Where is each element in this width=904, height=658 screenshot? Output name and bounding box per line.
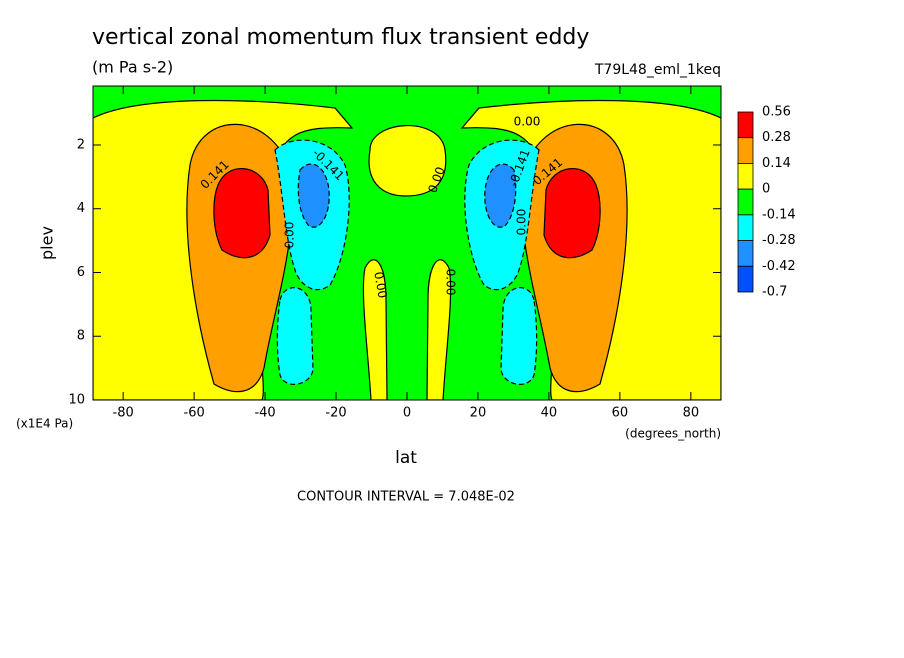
colorbar-box <box>737 111 754 139</box>
y-tick-label: 2 <box>77 137 85 152</box>
hemisphere <box>426 99 721 400</box>
contour-label: 0.00 <box>371 271 389 300</box>
colorbar-label: 0 <box>762 182 770 197</box>
colorbar-label: -0.42 <box>762 259 796 274</box>
colorbar-box <box>737 137 754 164</box>
x-tick-label: 20 <box>470 406 487 421</box>
contour-label: 0.00 <box>515 209 529 236</box>
x-tick-label: -40 <box>254 406 275 421</box>
contour-fill <box>484 163 517 228</box>
contour-label: 0.00 <box>514 115 541 129</box>
contour-fill <box>213 168 271 259</box>
colorbar-box <box>737 163 754 190</box>
contour-fill <box>543 168 601 259</box>
footer-note: CONTOUR INTERVAL = 7.048E-02 <box>297 490 515 505</box>
x-tick-label: -80 <box>113 406 134 421</box>
y-tick-label: 8 <box>77 329 85 344</box>
y-tick-label: 10 <box>68 393 85 408</box>
colorbar-label: 0.28 <box>762 130 791 145</box>
colorbar-label: -0.7 <box>762 285 787 300</box>
colorbar-box <box>737 265 754 293</box>
colorbar-label: -0.14 <box>762 207 796 222</box>
colorbar-box <box>737 188 754 216</box>
field <box>93 86 721 400</box>
subtitle: (m Pa s-2) <box>92 58 173 77</box>
contour-fill <box>276 287 314 385</box>
colorbar-box <box>737 214 754 241</box>
x-axis-label: lat <box>395 448 417 468</box>
x-units: (degrees_north) <box>625 427 721 441</box>
x-tick-label: 60 <box>612 406 629 421</box>
colorbar-label: 0.14 <box>762 156 791 171</box>
contour-fill <box>368 125 447 197</box>
contour-label: 0.00 <box>283 222 297 249</box>
y-tick-label: 4 <box>77 201 85 216</box>
colorbar-label: 0.56 <box>762 105 791 120</box>
y-tick-label: 6 <box>77 265 85 280</box>
hemisphere <box>93 99 388 400</box>
contour-label: 0.00 <box>444 269 458 296</box>
x-tick-label: -60 <box>184 406 205 421</box>
y-units: (x1E4 Pa) <box>16 417 73 431</box>
x-tick-label: 80 <box>683 406 700 421</box>
x-tick-label: 0 <box>403 406 411 421</box>
contour-fill <box>500 287 538 385</box>
contour-fill <box>297 163 330 228</box>
colorbar-label: -0.28 <box>762 233 796 248</box>
dataset-label: T79L48_eml_1keq <box>594 62 721 78</box>
colorbar-box <box>737 240 754 267</box>
y-axis-label: plev <box>38 226 57 260</box>
x-tick-label: 40 <box>541 406 558 421</box>
x-tick-label: -20 <box>325 406 346 421</box>
chart-title: vertical zonal momentum flux transient e… <box>92 25 589 50</box>
